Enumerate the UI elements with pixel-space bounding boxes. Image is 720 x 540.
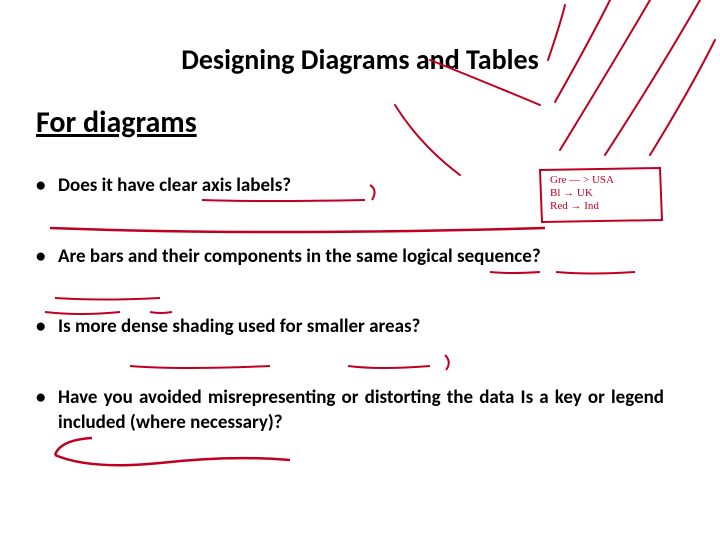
slide-title: Designing Diagrams and Tables bbox=[0, 42, 720, 77]
legend-line: Gre — > USA bbox=[550, 174, 614, 187]
legend-line: Bl → UK bbox=[550, 187, 614, 200]
slide-subtitle: For diagrams bbox=[36, 104, 197, 141]
handwritten-legend: Gre — > USA Bl → UK Red → Ind bbox=[550, 174, 614, 214]
bullet-list: Does it have clear axis labels? Are bars… bbox=[36, 174, 664, 481]
legend-line: Red → Ind bbox=[550, 200, 614, 213]
bullet-item: Have you avoided misrepresenting or dist… bbox=[36, 386, 664, 435]
bullet-item: Is more dense shading used for smaller a… bbox=[36, 315, 664, 340]
bullet-item: Are bars and their components in the sam… bbox=[36, 245, 664, 270]
